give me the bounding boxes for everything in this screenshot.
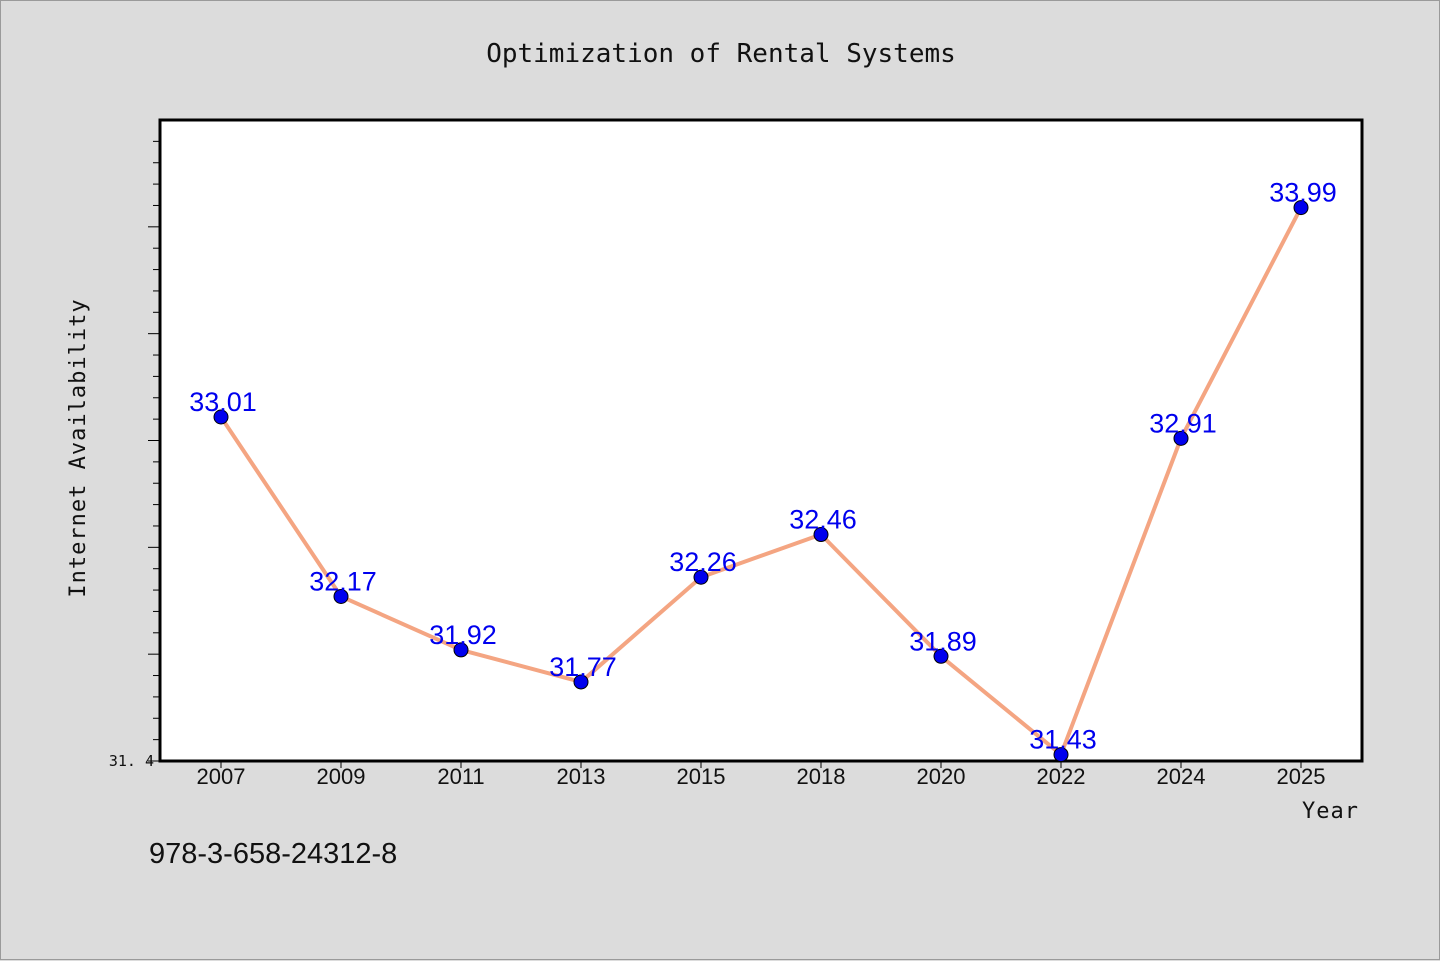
chart-title: Optimization of Rental Systems xyxy=(486,39,956,69)
data-label: 33.99 xyxy=(1269,178,1337,208)
data-point xyxy=(333,588,349,604)
data-point xyxy=(693,569,709,585)
data-label-layer: 33.01 32.17 31.92 31.77 32.26 32.46 31.89 31.43… xyxy=(189,178,1337,755)
series-line xyxy=(219,206,1303,757)
data-label: 32.17 xyxy=(309,566,377,596)
data-label: 31.89 xyxy=(909,626,977,656)
x-tick-label: 2022 xyxy=(1037,764,1086,789)
data-point xyxy=(1053,747,1069,763)
data-point xyxy=(213,409,229,425)
x-tick-label: 2025 xyxy=(1277,764,1326,789)
x-tick-label: 2015 xyxy=(677,764,726,789)
data-point xyxy=(573,674,589,690)
data-point xyxy=(453,642,469,658)
plot-area xyxy=(158,118,1364,763)
y-tick-label: 31. 4 xyxy=(109,752,154,770)
y-axis-label: Internet Availability xyxy=(66,298,91,597)
x-tick-label: 2011 xyxy=(437,764,484,789)
x-axis-ticks: 2007 2009 2011 2013 2015 2018 2020 2022 2024 2025 xyxy=(197,761,1326,789)
data-label: 32.46 xyxy=(789,505,857,535)
x-tick-label: 2013 xyxy=(557,764,606,789)
data-point xyxy=(1293,200,1309,216)
data-point xyxy=(1173,430,1189,446)
x-tick-label: 2009 xyxy=(317,764,366,789)
x-tick-label: 2024 xyxy=(1157,764,1206,789)
y-axis-ticks: 31. 4 xyxy=(109,140,160,770)
series-line-layer xyxy=(219,206,1303,757)
x-tick-label: 2020 xyxy=(917,764,966,789)
data-point xyxy=(933,648,949,664)
data-label: 32.91 xyxy=(1149,408,1217,438)
data-label: 31.77 xyxy=(549,652,617,682)
data-label: 32.26 xyxy=(669,547,737,577)
isbn-text: 978-3-658-24312-8 xyxy=(149,838,397,870)
data-label: 31.43 xyxy=(1029,725,1097,755)
data-label: 31.92 xyxy=(429,620,497,650)
x-tick-label: 2018 xyxy=(797,764,846,789)
x-axis-label: Year xyxy=(1302,799,1359,824)
data-label: 33.01 xyxy=(189,387,257,417)
series-marker-layer xyxy=(213,200,1309,763)
x-tick-label: 2007 xyxy=(197,764,246,789)
data-point xyxy=(813,527,829,543)
